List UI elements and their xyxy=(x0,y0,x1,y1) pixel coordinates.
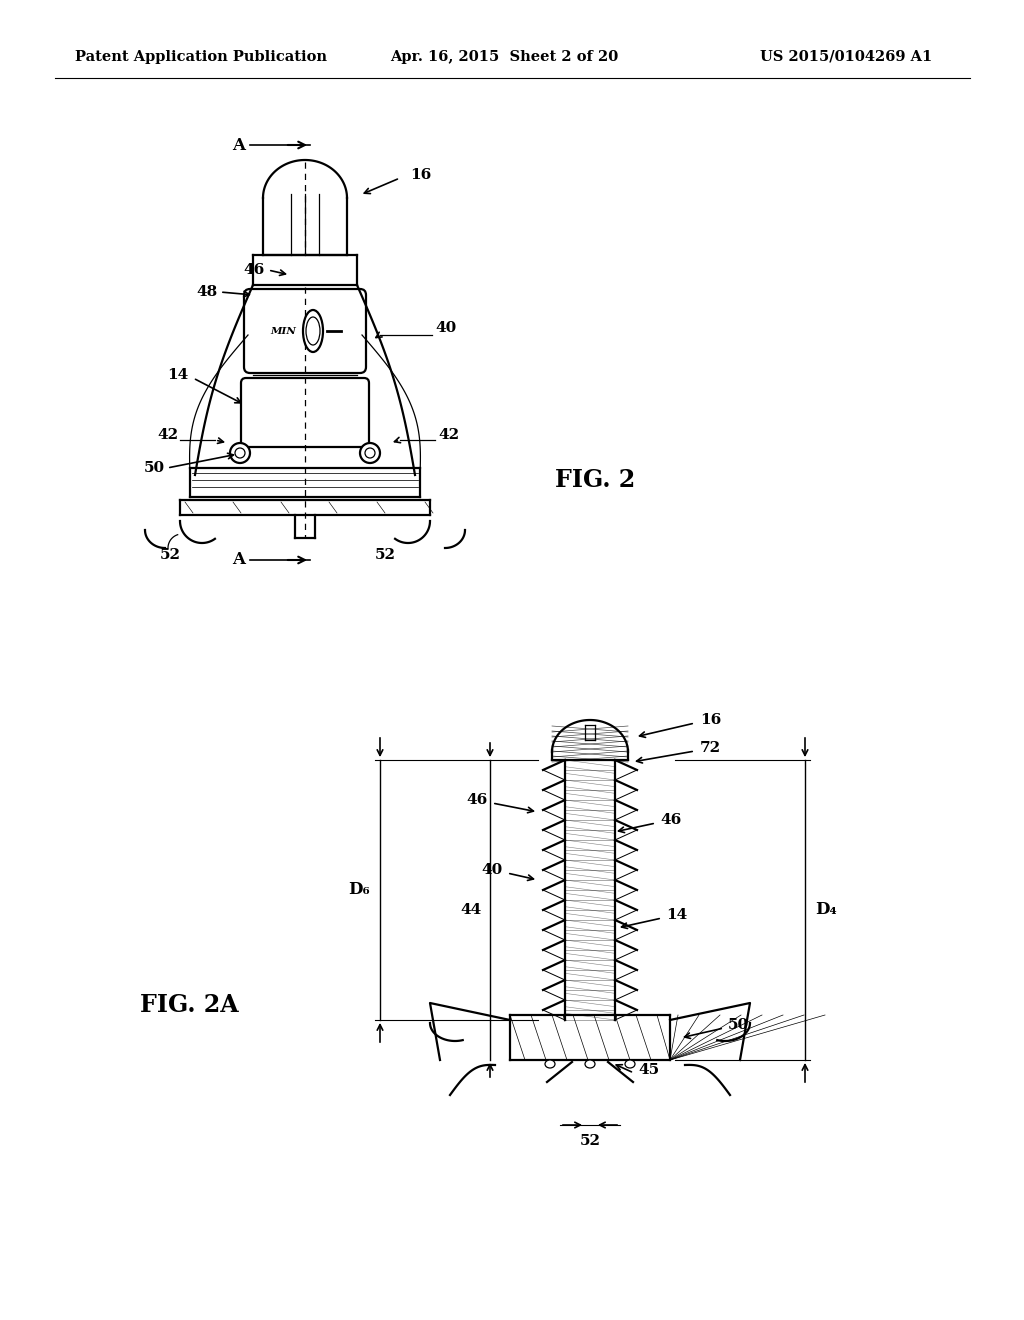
Text: 42: 42 xyxy=(157,428,178,442)
Text: US 2015/0104269 A1: US 2015/0104269 A1 xyxy=(760,50,932,63)
Text: FIG. 2: FIG. 2 xyxy=(555,469,635,492)
Text: 14: 14 xyxy=(666,908,687,921)
Text: FIG. 2A: FIG. 2A xyxy=(140,993,239,1016)
Text: 48: 48 xyxy=(197,285,218,300)
Text: MIN: MIN xyxy=(270,326,296,335)
Text: 50: 50 xyxy=(728,1018,750,1032)
Text: 46: 46 xyxy=(660,813,681,828)
Circle shape xyxy=(234,447,245,458)
Text: Apr. 16, 2015  Sheet 2 of 20: Apr. 16, 2015 Sheet 2 of 20 xyxy=(390,50,618,63)
Text: D₆: D₆ xyxy=(348,882,370,899)
Text: 52: 52 xyxy=(580,1134,600,1148)
Text: 16: 16 xyxy=(700,713,721,727)
FancyBboxPatch shape xyxy=(244,289,366,374)
Text: 50: 50 xyxy=(144,461,165,475)
Circle shape xyxy=(360,444,380,463)
Text: 40: 40 xyxy=(435,321,457,335)
Ellipse shape xyxy=(585,1060,595,1068)
Ellipse shape xyxy=(545,1060,555,1068)
Text: A: A xyxy=(232,136,245,153)
Ellipse shape xyxy=(625,1060,635,1068)
Text: 40: 40 xyxy=(481,863,503,876)
Ellipse shape xyxy=(306,317,319,345)
FancyBboxPatch shape xyxy=(241,378,369,447)
Ellipse shape xyxy=(303,310,323,352)
Text: 42: 42 xyxy=(438,428,459,442)
Text: Patent Application Publication: Patent Application Publication xyxy=(75,50,327,63)
Text: 72: 72 xyxy=(700,741,721,755)
Text: 45: 45 xyxy=(638,1063,659,1077)
Text: A: A xyxy=(232,552,245,569)
Text: D₄: D₄ xyxy=(815,902,837,919)
Text: 46: 46 xyxy=(244,263,265,277)
Text: 46: 46 xyxy=(467,793,488,807)
Text: 16: 16 xyxy=(410,168,431,182)
Text: 44: 44 xyxy=(461,903,482,917)
Text: 52: 52 xyxy=(375,548,396,562)
Text: 52: 52 xyxy=(160,548,181,562)
Circle shape xyxy=(230,444,250,463)
Circle shape xyxy=(365,447,375,458)
Text: 14: 14 xyxy=(167,368,188,381)
